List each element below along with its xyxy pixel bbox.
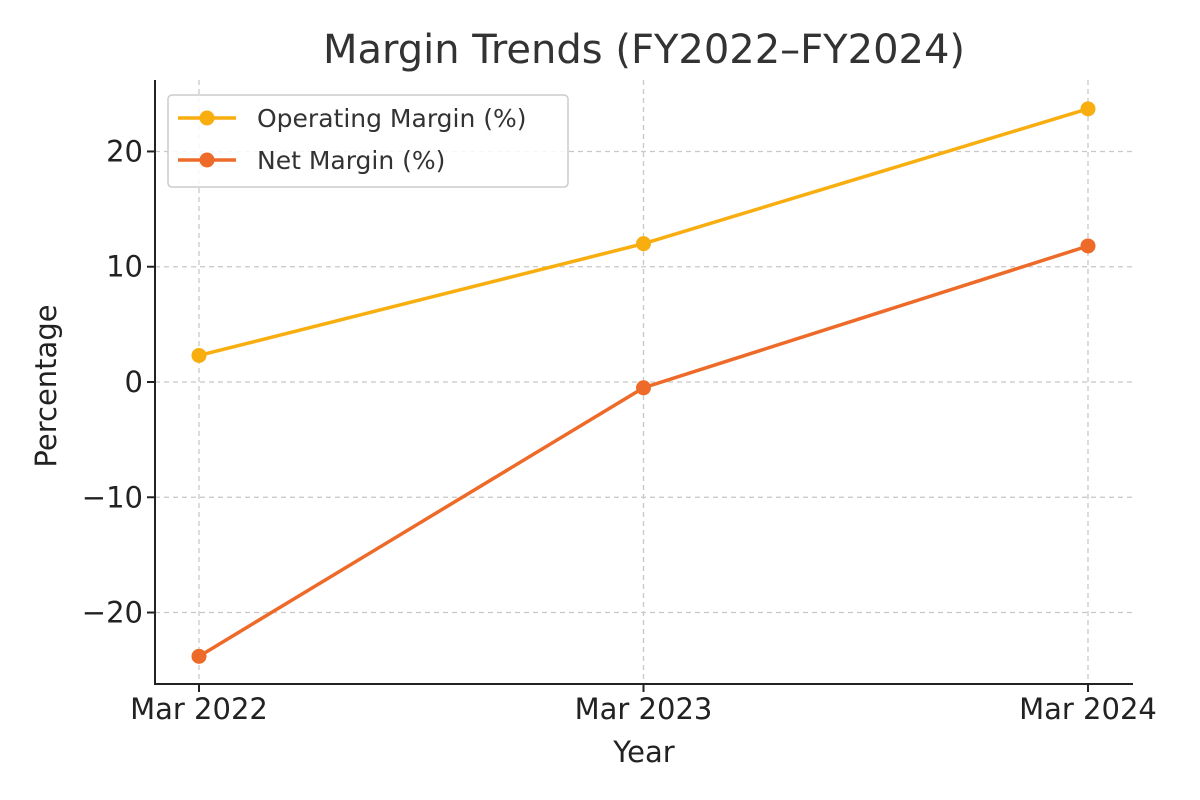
legend-label-net-margin: Net Margin (%)	[257, 146, 445, 175]
legend-box	[167, 94, 569, 188]
data-point-net-margin	[636, 380, 651, 396]
y-tick-label: 10	[106, 250, 143, 284]
legend: Operating Margin (%) Net Margin (%)	[167, 94, 569, 188]
y-axis-ticks: −20 −10 0 10 20	[82, 134, 155, 630]
legend-marker-operating-margin	[199, 110, 215, 126]
x-axis-ticks: Mar 2022 Mar 2023 Mar 2024	[130, 684, 1157, 726]
chart-title: Margin Trends (FY2022–FY2024)	[323, 27, 965, 73]
data-point-operating-margin	[1080, 101, 1096, 117]
y-tick-label: −20	[82, 596, 143, 630]
x-axis-label: Year	[612, 735, 674, 769]
y-tick-label: 0	[125, 365, 143, 399]
y-tick-label: −10	[82, 480, 143, 514]
x-tick-label: Mar 2023	[575, 692, 713, 726]
legend-marker-net-margin	[199, 152, 215, 168]
data-point-net-margin	[1080, 238, 1096, 254]
y-tick-label: 20	[106, 134, 143, 168]
data-point-operating-margin	[636, 236, 651, 252]
x-tick-label: Mar 2022	[130, 692, 268, 726]
legend-label-operating-margin: Operating Margin (%)	[257, 104, 527, 133]
series-layer	[191, 101, 1096, 664]
x-tick-label: Mar 2024	[1019, 692, 1157, 726]
data-point-operating-margin	[191, 347, 207, 363]
data-point-net-margin	[191, 648, 207, 664]
y-axis-label: Percentage	[29, 304, 63, 467]
